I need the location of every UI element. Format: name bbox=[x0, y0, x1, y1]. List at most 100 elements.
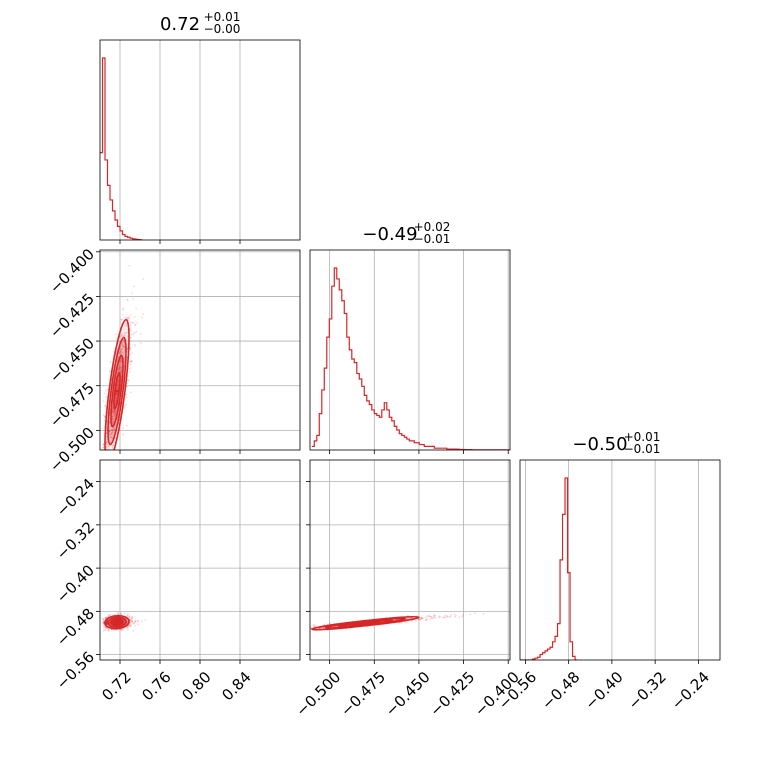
scatter-point bbox=[120, 352, 123, 355]
scatter-point bbox=[129, 616, 131, 619]
scatter-point bbox=[308, 627, 310, 629]
scatter-point bbox=[120, 628, 123, 631]
x-tick-label: −0.475 bbox=[337, 668, 389, 720]
scatter-point bbox=[420, 618, 423, 620]
scatter-point bbox=[106, 458, 108, 460]
scatter-point bbox=[132, 321, 135, 324]
scatter-point bbox=[438, 615, 440, 618]
scatter-point bbox=[144, 618, 147, 621]
scatter-point bbox=[424, 619, 427, 621]
scatter-point bbox=[135, 307, 137, 310]
scatter-point bbox=[120, 360, 122, 362]
title-median-2: −0.50 bbox=[572, 434, 627, 455]
panel-r2-c2 bbox=[519, 459, 721, 664]
scatter-point bbox=[122, 433, 125, 436]
scatter-point bbox=[425, 616, 427, 618]
scatter-point bbox=[112, 418, 115, 421]
scatter-point bbox=[108, 445, 110, 448]
scatter-point bbox=[116, 383, 119, 386]
scatter-point bbox=[118, 351, 121, 354]
scatter-point bbox=[120, 613, 123, 616]
scatter-point bbox=[129, 348, 132, 351]
scatter-point bbox=[109, 435, 112, 438]
scatter-point bbox=[110, 428, 113, 431]
title-plus-1: +0.02 bbox=[414, 220, 451, 234]
scatter-point bbox=[106, 440, 108, 443]
scatter-point bbox=[129, 391, 132, 394]
title-median-0: 0.72 bbox=[160, 14, 200, 35]
scatter-point bbox=[115, 400, 117, 402]
scatter-point bbox=[117, 613, 120, 616]
scatter-point bbox=[102, 620, 105, 623]
y-tick-label: −0.32 bbox=[53, 518, 98, 563]
scatter-point bbox=[110, 432, 113, 434]
scatter-point bbox=[120, 621, 123, 623]
scatter-point bbox=[126, 317, 129, 320]
y-tick-label: −0.475 bbox=[46, 379, 98, 431]
corner-titles: 0.72 +0.01−0.00−0.49+0.02−0.01−0.50+0.01−… bbox=[160, 10, 660, 456]
scatter-point bbox=[102, 621, 105, 624]
panel-r1-c0 bbox=[96, 249, 301, 460]
scatter-point bbox=[127, 379, 130, 382]
scatter-point bbox=[111, 437, 114, 440]
scatter-point bbox=[114, 409, 117, 412]
scatter-point bbox=[120, 628, 123, 631]
scatter-point bbox=[120, 318, 122, 321]
scatter-point bbox=[128, 370, 131, 373]
scatter-point bbox=[123, 345, 125, 348]
scatter-point bbox=[115, 393, 118, 396]
scatter-point bbox=[104, 626, 106, 628]
scatter-point bbox=[126, 620, 129, 623]
scatter-point bbox=[111, 431, 114, 434]
title-minus-0: −0.00 bbox=[204, 22, 241, 36]
panel-frame bbox=[309, 459, 511, 661]
scatter-point bbox=[433, 615, 436, 617]
scatter-point bbox=[130, 620, 133, 623]
scatter-point bbox=[312, 623, 315, 626]
scatter-point bbox=[112, 410, 115, 413]
scatter-point bbox=[104, 415, 106, 417]
scatter-point bbox=[105, 438, 108, 441]
scatter-point bbox=[111, 433, 114, 436]
scatter-point bbox=[307, 628, 309, 630]
title-minus-2: −0.01 bbox=[624, 442, 661, 456]
scatter-point bbox=[112, 411, 115, 413]
scatter-point bbox=[102, 621, 105, 624]
x-tick-label: −0.450 bbox=[382, 668, 434, 720]
scatter-point bbox=[438, 616, 441, 619]
panel-content bbox=[520, 477, 578, 660]
scatter-point bbox=[134, 619, 137, 622]
scatter-point bbox=[422, 616, 425, 619]
scatter-point bbox=[328, 622, 331, 625]
scatter-point bbox=[410, 620, 413, 623]
panel-content bbox=[311, 267, 510, 450]
scatter-point bbox=[129, 336, 132, 339]
scatter-point bbox=[131, 352, 134, 355]
scatter-point bbox=[124, 324, 127, 327]
scatter-point bbox=[430, 617, 433, 620]
scatter-point bbox=[113, 412, 116, 415]
scatter-point bbox=[319, 627, 322, 630]
scatter-point bbox=[109, 613, 112, 616]
scatter-point bbox=[102, 627, 105, 630]
panel-bg bbox=[520, 460, 720, 660]
scatter-point bbox=[122, 345, 124, 347]
scatter-point bbox=[142, 313, 144, 315]
scatter-point bbox=[108, 378, 110, 381]
scatter-point bbox=[124, 334, 126, 337]
scatter-point bbox=[450, 614, 452, 617]
scatter-point bbox=[128, 319, 130, 322]
scatter-point bbox=[130, 360, 133, 363]
scatter-point bbox=[116, 386, 119, 389]
scatter-point bbox=[117, 377, 120, 380]
scatter-point bbox=[123, 346, 125, 349]
scatter-point bbox=[121, 343, 124, 346]
scatter-point bbox=[131, 620, 134, 623]
scatter-point bbox=[111, 416, 114, 419]
scatter-point bbox=[110, 436, 113, 439]
scatter-point bbox=[102, 618, 105, 620]
scatter-point bbox=[119, 352, 122, 355]
scatter-point bbox=[109, 456, 111, 458]
scatter-point bbox=[117, 380, 120, 383]
scatter-point bbox=[133, 285, 136, 288]
